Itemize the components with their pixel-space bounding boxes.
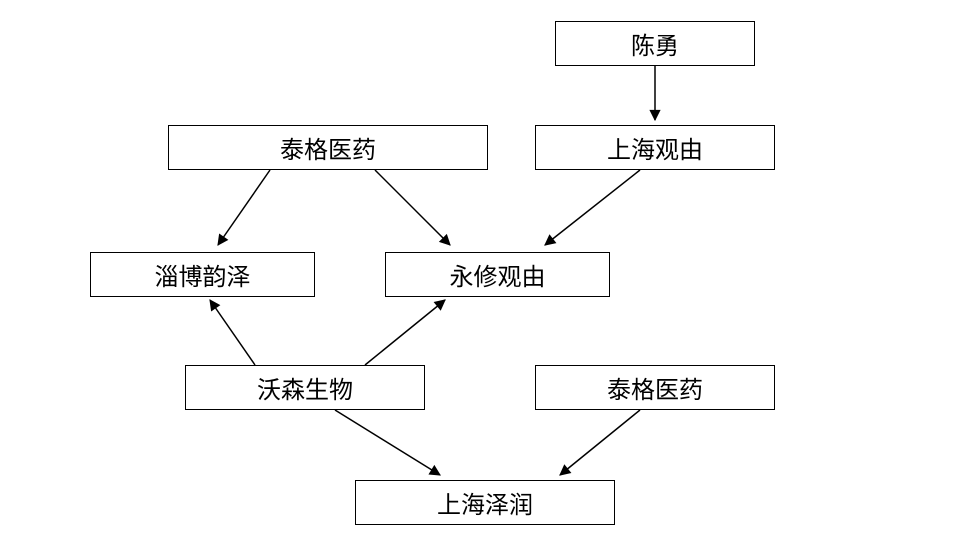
- node-taige2: 泰格医药: [535, 365, 775, 410]
- label-taige2: 泰格医药: [607, 370, 703, 405]
- label-wosen: 沃森生物: [257, 370, 353, 405]
- label-taige1: 泰格医药: [280, 130, 376, 165]
- edge-taige2-to-zerun: [560, 410, 640, 475]
- edge-wosen-to-zibo: [210, 300, 255, 365]
- node-shguanyou: 上海观由: [535, 125, 775, 170]
- label-chenyong: 陈勇: [631, 26, 679, 61]
- node-zibo: 淄博韵泽: [90, 252, 315, 297]
- node-zerun: 上海泽润: [355, 480, 615, 525]
- node-taige1: 泰格医药: [168, 125, 488, 170]
- label-shguanyou: 上海观由: [607, 130, 703, 165]
- edge-wosen-to-yongxiu: [365, 300, 445, 365]
- node-yongxiu: 永修观由: [385, 252, 610, 297]
- edge-taige1-to-zibo: [218, 170, 270, 245]
- label-zibo: 淄博韵泽: [155, 257, 251, 292]
- node-wosen: 沃森生物: [185, 365, 425, 410]
- edge-wosen-to-zerun: [335, 410, 440, 475]
- label-yongxiu: 永修观由: [450, 257, 546, 292]
- edge-taige1-to-yongxiu: [375, 170, 450, 245]
- node-chenyong: 陈勇: [555, 21, 755, 66]
- label-zerun: 上海泽润: [437, 485, 533, 520]
- edge-shguanyou-to-yongxiu: [545, 170, 640, 245]
